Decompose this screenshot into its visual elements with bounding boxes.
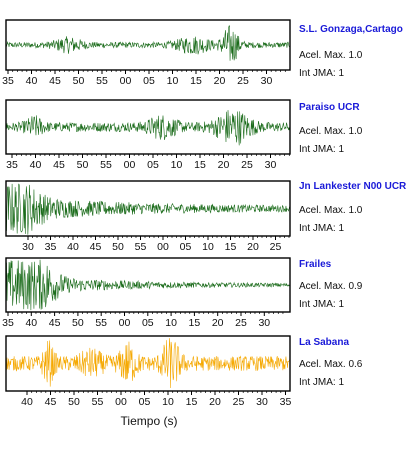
x-tick-label: 45 [49, 75, 61, 87]
x-tick-label: 40 [30, 159, 42, 171]
seismogram-panel: 30 35 40 45 50 55 00 05 10 15 20 25 [5, 180, 291, 253]
x-axis-label: Tiempo (s) [120, 414, 178, 428]
station-name: Frailes [299, 259, 332, 270]
x-tick-label: 40 [21, 396, 33, 408]
x-tick-label: 40 [26, 75, 38, 87]
station-name: Paraiso UCR [299, 102, 360, 113]
station-info-5: La Sabana Acel. Max. 0.6 Int JMA: 1 [299, 337, 409, 388]
x-tick-label: 55 [95, 317, 107, 329]
station-name: La Sabana [299, 337, 350, 348]
x-tick-label: 45 [53, 159, 65, 171]
jma-intensity: Int JMA: 1 [299, 144, 345, 155]
x-tick-label: 10 [167, 75, 179, 87]
x-tick-label: 45 [49, 317, 61, 329]
waveform-trace [5, 25, 291, 61]
x-tick-label: 05 [142, 317, 154, 329]
station-info-2: Paraiso UCR Acel. Max. 1.0 Int JMA: 1 [299, 102, 409, 155]
x-tick-label: 55 [100, 159, 112, 171]
x-tick-label: 45 [45, 396, 57, 408]
max-acceleration: Acel. Max. 0.9 [299, 281, 363, 292]
x-tick-label: 15 [186, 396, 198, 408]
x-tick-label: 50 [73, 75, 85, 87]
x-tick-label: 55 [135, 241, 147, 253]
seismogram-panel: 40 45 50 55 00 05 10 15 20 25 30 35 [5, 335, 292, 408]
x-tick-label: 45 [90, 241, 102, 253]
x-tick-label: 10 [171, 159, 183, 171]
x-tick-label: 35 [2, 317, 14, 329]
panel-frame [5, 335, 291, 392]
x-tick-label: 30 [258, 317, 270, 329]
x-tick-label: 20 [209, 396, 221, 408]
max-acceleration: Acel. Max. 1.0 [299, 205, 363, 216]
x-tick-label: 25 [237, 75, 249, 87]
x-tick-label: 55 [96, 75, 108, 87]
x-tick-label: 40 [25, 317, 37, 329]
x-tick-label: 15 [194, 159, 206, 171]
x-tick-label: 30 [261, 75, 273, 87]
station-info-3: Jn Lankester N00 UCR Acel. Max. 1.0 Int … [299, 181, 409, 234]
station-info-4: Frailes Acel. Max. 0.9 Int JMA: 1 [299, 259, 409, 310]
x-tick-label: 20 [212, 317, 224, 329]
jma-intensity: Int JMA: 1 [299, 223, 345, 234]
x-tick-label: 35 [6, 159, 18, 171]
station-name: S.L. Gonzaga,Cartago [299, 24, 403, 35]
panel-frame [5, 180, 291, 237]
x-tick-label: 50 [72, 317, 84, 329]
seismogram-panel: 35 40 45 50 55 00 05 10 15 20 25 30 [5, 99, 291, 171]
x-tick-label: 20 [214, 75, 226, 87]
max-acceleration: Acel. Max. 1.0 [299, 126, 363, 137]
x-tick-label: 50 [68, 396, 80, 408]
x-tick-label: 15 [225, 241, 237, 253]
jma-intensity: Int JMA: 1 [299, 299, 345, 310]
jma-intensity: Int JMA: 1 [299, 377, 345, 388]
x-tick-label: 35 [280, 396, 292, 408]
seismogram-panels: 35 40 45 50 55 00 05 10 15 20 25 30 35 40 45 50 55 00 05 10… [2, 19, 292, 408]
max-acceleration: Acel. Max. 0.6 [299, 359, 363, 370]
x-tick-label: 20 [218, 159, 230, 171]
waveform-trace [5, 183, 291, 235]
x-tick-label: 15 [190, 75, 202, 87]
x-tick-label: 50 [112, 241, 124, 253]
x-tick-label: 10 [202, 241, 214, 253]
waveform-trace [5, 338, 291, 389]
x-tick-label: 50 [77, 159, 89, 171]
station-name: Jn Lankester N00 UCR [299, 181, 407, 192]
x-tick-label: 00 [115, 396, 127, 408]
x-tick-label: 25 [235, 317, 247, 329]
x-tick-label: 10 [162, 396, 174, 408]
x-tick-label: 00 [120, 75, 132, 87]
seismogram-panel: 35 40 45 50 55 00 05 10 15 20 25 30 [2, 19, 291, 87]
x-tick-label: 40 [67, 241, 79, 253]
x-tick-label: 05 [180, 241, 192, 253]
x-tick-label: 35 [2, 75, 14, 87]
x-tick-label: 00 [124, 159, 136, 171]
x-tick-label: 00 [157, 241, 169, 253]
max-acceleration: Acel. Max. 1.0 [299, 50, 363, 61]
x-tick-label: 35 [45, 241, 57, 253]
station-info-1: S.L. Gonzaga,Cartago Acel. Max. 1.0 Int … [299, 24, 409, 79]
x-tick-label: 05 [147, 159, 159, 171]
x-tick-label: 10 [165, 317, 177, 329]
jma-intensity: Int JMA: 1 [299, 68, 345, 79]
x-tick-label: 25 [270, 241, 282, 253]
x-tick-label: 05 [139, 396, 151, 408]
seismogram-panel: 35 40 45 50 55 00 05 10 15 20 25 30 [2, 257, 291, 329]
x-tick-label: 30 [265, 159, 277, 171]
x-tick-label: 05 [143, 75, 155, 87]
x-tick-label: 25 [233, 396, 245, 408]
x-tick-label: 15 [189, 317, 201, 329]
x-tick-label: 20 [247, 241, 259, 253]
panel-frame [5, 19, 291, 71]
waveform-trace [5, 110, 291, 146]
x-tick-label: 30 [22, 241, 34, 253]
x-tick-label: 00 [119, 317, 131, 329]
x-tick-label: 25 [241, 159, 253, 171]
x-tick-label: 55 [92, 396, 104, 408]
waveform-trace [5, 259, 291, 311]
x-tick-label: 30 [256, 396, 268, 408]
